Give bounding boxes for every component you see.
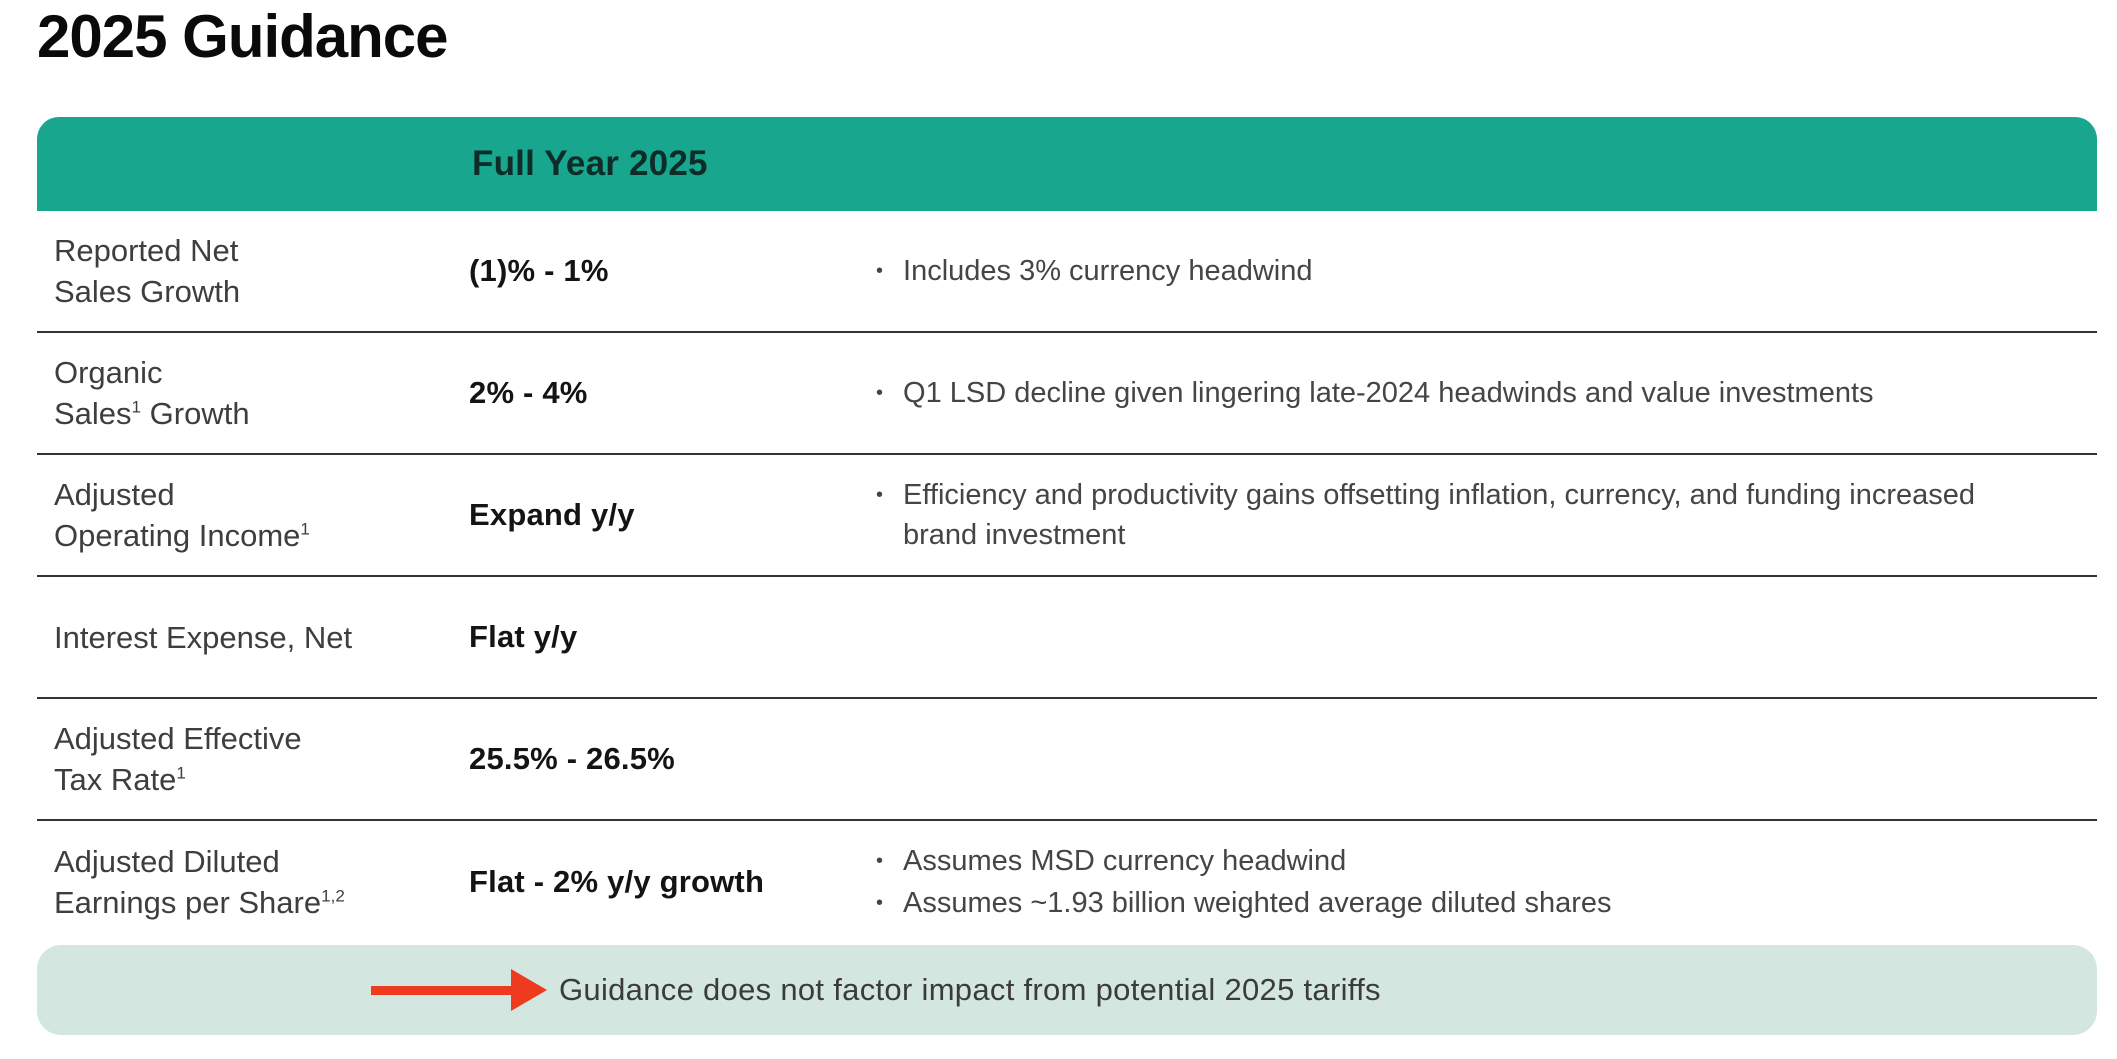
row-label-text: Growth: [141, 396, 250, 431]
row-label-text: Reported Net: [54, 233, 239, 268]
row-label-text: Adjusted Diluted: [54, 844, 280, 879]
row-label-line: Tax Rate1: [54, 759, 469, 800]
row-label-text: Sales: [54, 396, 132, 431]
bullet-item: • Efficiency and productivity gains offse…: [876, 475, 1986, 555]
footnote-marker: 1: [300, 519, 310, 539]
row-label-line: Adjusted: [54, 474, 469, 515]
table-row: Adjusted Effective Tax Rate1 25.5% - 26.5%: [37, 699, 2097, 821]
table-row: Reported Net Sales Growth (1)% - 1% • Includ…: [37, 211, 2097, 333]
row-label-text: Sales Growth: [54, 274, 241, 309]
row-label: Reported Net Sales Growth: [54, 230, 469, 312]
table-header-bar: Full Year 2025: [37, 117, 2097, 211]
bullet-list: • Efficiency and productivity gains offse…: [876, 475, 1986, 555]
footnote-marker: 1: [131, 397, 142, 417]
bullet-list: • Assumes MSD currency headwind • Assumes ~…: [876, 841, 1986, 923]
row-label: Adjusted Effective Tax Rate1: [54, 718, 469, 800]
row-value: Flat y/y: [469, 619, 578, 654]
bullet-item: • Assumes ~1.93 billion weighted average …: [876, 883, 1986, 923]
bullet-text: Q1 LSD decline given lingering late-2024…: [903, 377, 1874, 409]
bullet-text: Assumes MSD currency headwind: [903, 845, 1347, 877]
table-row: Adjusted Operating Income1 Expand y/y • Effi…: [37, 455, 2097, 577]
row-label-line: Interest Expense, Net: [54, 617, 469, 658]
row-label-text: Tax Rate: [54, 762, 177, 797]
row-bullets: • Efficiency and productivity gains offse…: [876, 473, 1986, 557]
bullet-item: • Q1 LSD decline given lingering late-202…: [876, 373, 1986, 413]
bullet-icon: •: [876, 382, 884, 404]
row-label: Adjusted Diluted Earnings per Share1,2: [54, 841, 469, 923]
page-title: 2025 Guidance: [37, 3, 449, 70]
row-value: 25.5% - 26.5%: [469, 741, 675, 776]
row-label-line: Operating Income1: [54, 515, 469, 556]
row-label-text: Organic: [54, 355, 163, 390]
row-label: Organic Sales1 Growth: [54, 352, 469, 434]
row-label-text: Operating Income: [54, 518, 301, 553]
bullet-icon: •: [876, 260, 884, 282]
row-label-text: Adjusted: [54, 477, 175, 512]
row-label-line: Sales Growth: [54, 271, 469, 312]
footer-note-text: Guidance does not factor impact from pot…: [559, 972, 1381, 1007]
row-value: Expand y/y: [469, 497, 635, 532]
bullet-item: • Includes 3% currency headwind: [876, 251, 1986, 291]
table-body: Reported Net Sales Growth (1)% - 1% • Includ…: [37, 211, 2097, 943]
row-label: Interest Expense, Net: [54, 617, 469, 658]
footer-note-bar: Guidance does not factor impact from pot…: [37, 945, 2097, 1035]
bullet-text: Assumes ~1.93 billion weighted average d…: [903, 887, 1612, 919]
footnote-marker: 1: [176, 763, 186, 783]
bullet-icon: •: [876, 484, 884, 506]
row-label-text: Adjusted Effective: [54, 721, 302, 756]
guidance-table: Full Year 2025 Reported Net Sales Growth (…: [37, 117, 2097, 1035]
arrow-head: [511, 969, 547, 1011]
row-bullets: • Q1 LSD decline given lingering late-202…: [876, 371, 1986, 415]
bullet-icon: •: [876, 850, 884, 872]
row-value: 2% - 4%: [469, 375, 588, 410]
row-label-line: Adjusted Diluted: [54, 841, 469, 882]
row-label-text: Interest Expense, Net: [54, 619, 353, 655]
bullet-text: Efficiency and productivity gains offset…: [903, 479, 1976, 551]
row-label-line: Adjusted Effective: [54, 718, 469, 759]
red-arrow-icon: [371, 969, 547, 1011]
row-label-line: Earnings per Share1,2: [54, 882, 469, 923]
row-label-line: Sales1 Growth: [54, 393, 469, 434]
arrow-shaft: [371, 985, 511, 995]
row-value: (1)% - 1%: [469, 253, 609, 288]
row-label-line: Reported Net: [54, 230, 469, 271]
row-label: Adjusted Operating Income1: [54, 474, 469, 556]
bullet-icon: •: [876, 892, 884, 914]
row-label-text: Earnings per Share: [54, 885, 322, 920]
column-header-full-year-2025: Full Year 2025: [472, 144, 708, 183]
bullet-list: • Q1 LSD decline given lingering late-202…: [876, 373, 1986, 413]
row-label-line: Organic: [54, 352, 469, 393]
bullet-text: Includes 3% currency headwind: [903, 255, 1313, 287]
bullet-item: • Assumes MSD currency headwind: [876, 841, 1986, 881]
table-row: Organic Sales1 Growth 2% - 4% • Q1 LSD decli…: [37, 333, 2097, 455]
row-bullets: • Assumes MSD currency headwind • Assumes ~…: [876, 839, 1986, 925]
footnote-marker: 1,2: [321, 886, 345, 906]
table-row: Interest Expense, Net Flat y/y: [37, 577, 2097, 699]
row-bullets: • Includes 3% currency headwind: [876, 249, 1986, 293]
table-row: Adjusted Diluted Earnings per Share1,2 Fla…: [37, 821, 2097, 943]
bullet-list: • Includes 3% currency headwind: [876, 251, 1986, 291]
row-value: Flat - 2% y/y growth: [469, 864, 765, 899]
